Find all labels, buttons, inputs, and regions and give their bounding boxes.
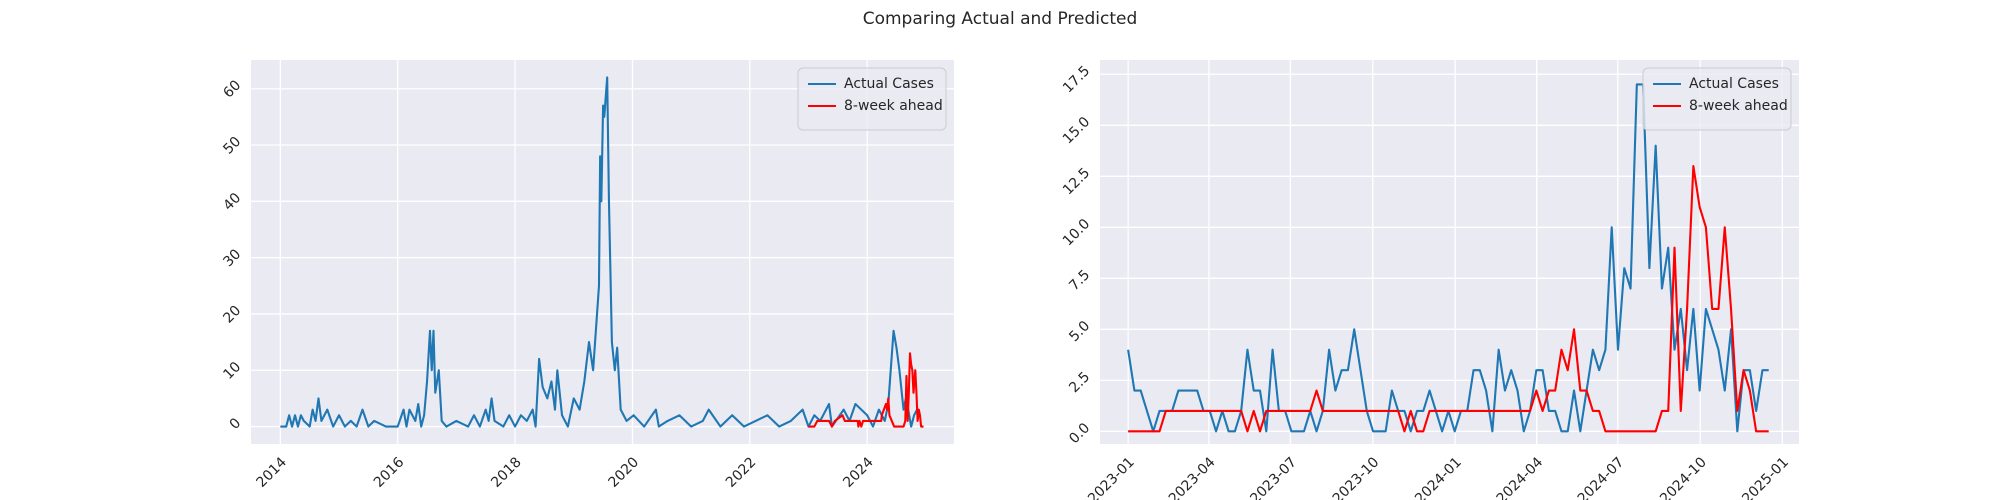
legend-label: Actual Cases [844,76,934,92]
x-tick-label: 2024-04 [1494,454,1547,500]
y-tick-label: 10.0 [1060,216,1093,249]
y-tick-label: 5.0 [1066,318,1093,345]
y-tick-label: 10 [220,359,244,383]
y-tick-label: 17.5 [1060,63,1093,96]
x-tick-label: 2020 [606,454,643,491]
x-tick-label: 2024-07 [1575,454,1628,500]
legend: Actual Cases 8-week ahead [1642,67,1792,131]
y-tick-label: 7.5 [1066,267,1093,294]
x-tick-label: 2018 [488,454,525,491]
legend-label: 8-week ahead [844,98,943,114]
x-tick-label: 2024-10 [1657,454,1710,500]
x-tick-label: 2023-04 [1166,454,1219,500]
x-tick-label: 2016 [371,454,408,491]
x-tick-label: 2023-07 [1247,454,1300,500]
legend: Actual Cases 8-week ahead [797,67,947,131]
y-tick-label: 2.5 [1066,369,1093,396]
x-tick-label: 2025-01 [1739,454,1792,500]
data-line [280,76,919,428]
x-tick-label: 2024 [840,454,877,491]
y-tick-label: 30 [220,246,244,270]
axes: 0 10 20 30 40 50 60 2014 2016 2018 2020 2022 2024 Act… [220,60,954,491]
x-tick-label: 2023-10 [1330,454,1383,500]
y-tick-label: 15.0 [1060,114,1093,147]
legend-label: Actual Cases [1689,76,1779,92]
x-tick-label: 2023-01 [1085,454,1138,500]
y-tick-label: 20 [220,303,244,327]
y-tick-label: 0.0 [1066,420,1093,447]
figure-title: Comparing Actual and Predicted [863,9,1138,29]
x-tick-label: 2024-01 [1412,454,1465,500]
y-tick-label: 50 [220,134,244,158]
y-tick-label: 0 [227,415,245,433]
y-tick-label: 40 [220,190,244,214]
x-tick-label: 2014 [253,454,290,491]
x-tick-label: 2022 [723,454,760,491]
y-tick-label: 12.5 [1060,165,1093,198]
legend-label: 8-week ahead [1689,98,1788,114]
data-line [808,352,924,428]
y-tick-label: 60 [220,77,244,101]
data-line [1128,165,1769,433]
axes: 0.0 2.5 5.0 7.5 10.0 12.5 15.0 17.5 2023-01 2023-… [1060,60,1799,500]
